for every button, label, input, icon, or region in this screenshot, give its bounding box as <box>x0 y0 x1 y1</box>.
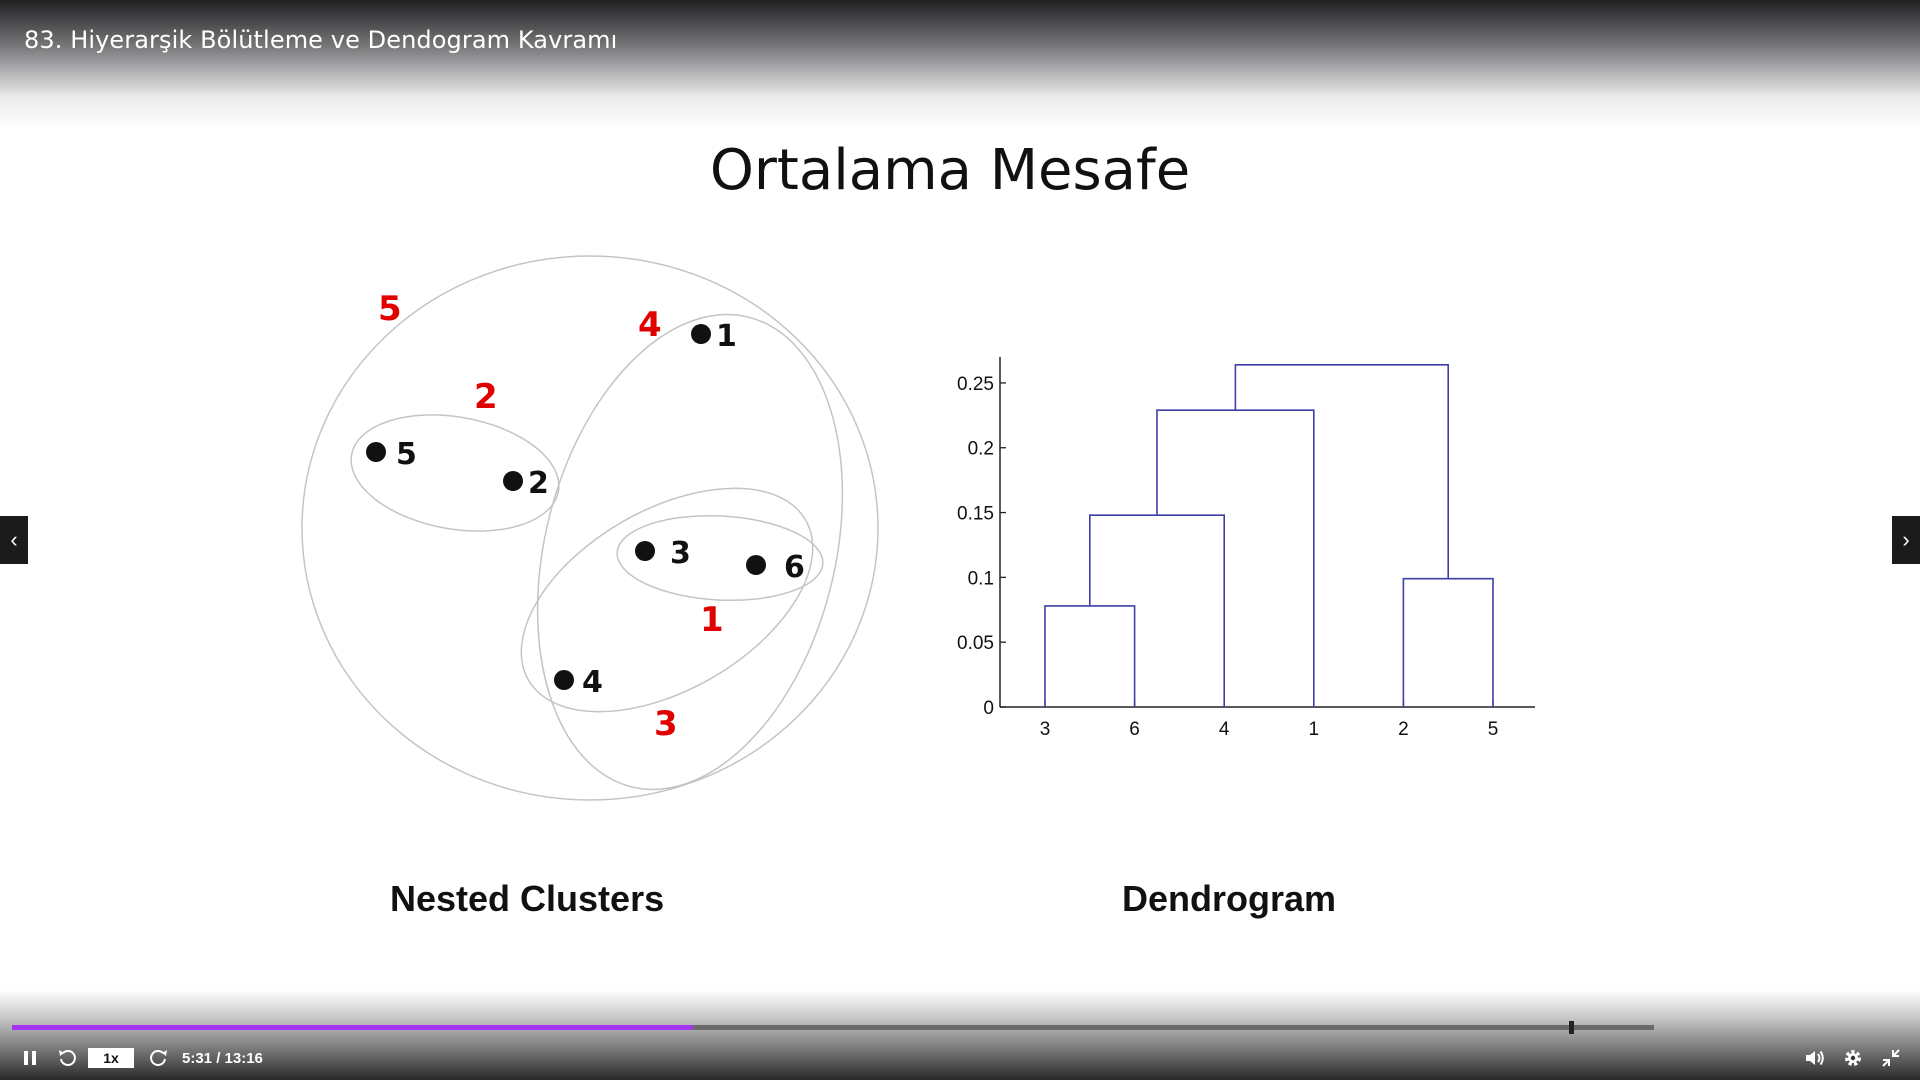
dendrogram-link <box>1234 363 1449 579</box>
forward-button[interactable] <box>144 1044 172 1072</box>
forward-icon <box>150 1050 167 1066</box>
controls-overlay <box>0 990 1920 1080</box>
x-tick-label: 4 <box>1219 719 1230 740</box>
nested-clusters-diagram <box>301 255 879 801</box>
x-tick-label: 3 <box>1040 719 1051 740</box>
progress-played <box>12 1025 694 1030</box>
volume-icon <box>1806 1050 1824 1066</box>
cluster-label-5: 5 <box>378 289 402 329</box>
pause-button[interactable] <box>16 1044 44 1072</box>
y-tick-label: 0.1 <box>968 568 994 589</box>
exit-fullscreen-button[interactable] <box>1876 1044 1906 1072</box>
cluster-ellipse-3 <box>520 487 814 713</box>
x-tick-label: 5 <box>1488 719 1499 740</box>
data-point <box>746 555 766 575</box>
next-lecture-button[interactable]: › <box>1892 516 1920 564</box>
data-point <box>635 541 655 561</box>
cluster-label-4: 4 <box>638 305 662 345</box>
pause-icon <box>24 1051 36 1065</box>
settings-button[interactable] <box>1838 1044 1868 1072</box>
data-point <box>554 670 574 690</box>
point-label-6: 6 <box>784 550 805 585</box>
time-display: 5:31 / 13:16 <box>182 1049 263 1067</box>
cluster-ellipse-1 <box>616 514 824 602</box>
point-label-1: 1 <box>716 319 737 354</box>
point-label-4: 4 <box>582 665 603 700</box>
y-ticks: 0 0.05 0.1 0.15 0.2 0.25 <box>957 374 1006 719</box>
cluster-labels: 5 4 2 1 3 <box>378 289 724 744</box>
playback-speed-button[interactable]: 1x <box>88 1048 134 1068</box>
data-point <box>503 471 523 491</box>
cluster-ellipse-5 <box>301 255 879 801</box>
y-tick-label: 0 <box>983 698 994 719</box>
chevron-right-icon: › <box>1902 527 1910 552</box>
volume-button[interactable] <box>1800 1044 1830 1072</box>
cluster-label-2: 2 <box>474 377 498 417</box>
progress-marker[interactable] <box>1569 1021 1574 1034</box>
chevron-left-icon: ‹ <box>10 527 18 552</box>
slide-title: Ortalama Mesafe <box>709 138 1191 203</box>
cluster-ellipse-2 <box>350 414 560 532</box>
rewind-icon <box>59 1050 76 1066</box>
dendrogram-caption: Dendrogram <box>1122 878 1337 919</box>
point-label-2: 2 <box>528 466 549 501</box>
cluster-label-1: 1 <box>700 600 724 640</box>
nested-clusters-caption: Nested Clusters <box>390 878 665 919</box>
y-tick-label: 0.25 <box>957 374 994 395</box>
dendrogram-link <box>1156 409 1315 707</box>
y-tick-label: 0.05 <box>957 633 994 654</box>
data-point <box>366 442 386 462</box>
progress-bar[interactable] <box>12 1021 1654 1034</box>
x-tick-label: 1 <box>1309 719 1320 740</box>
dendrogram-link <box>1089 514 1225 707</box>
previous-lecture-button[interactable]: ‹ <box>0 516 28 564</box>
x-tick-label: 2 <box>1398 719 1409 740</box>
y-tick-label: 0.2 <box>968 439 994 460</box>
dendrogram-link <box>1402 577 1494 707</box>
rewind-button[interactable] <box>54 1044 82 1072</box>
point-labels: 1 5 2 3 6 4 <box>396 319 805 700</box>
exit-fullscreen-icon <box>1882 1049 1900 1067</box>
dendrogram-links <box>1044 363 1494 707</box>
cluster-points <box>366 324 766 690</box>
cluster-label-3: 3 <box>654 704 678 744</box>
point-label-5: 5 <box>396 437 417 472</box>
x-tick-label: 6 <box>1129 719 1140 740</box>
dendrogram-link <box>1044 605 1136 707</box>
cluster-ellipse-4 <box>536 313 844 791</box>
video-title: 83. Hiyerarşik Bölütleme ve Dendogram Ka… <box>24 26 618 54</box>
data-point <box>691 324 711 344</box>
gear-icon <box>1845 1050 1861 1066</box>
y-tick-label: 0.15 <box>957 504 994 525</box>
top-overlay <box>0 0 1920 130</box>
point-label-3: 3 <box>670 536 691 571</box>
dendrogram-chart: 0 0.05 0.1 0.15 0.2 0.25 3 6 4 1 2 5 <box>957 357 1535 740</box>
